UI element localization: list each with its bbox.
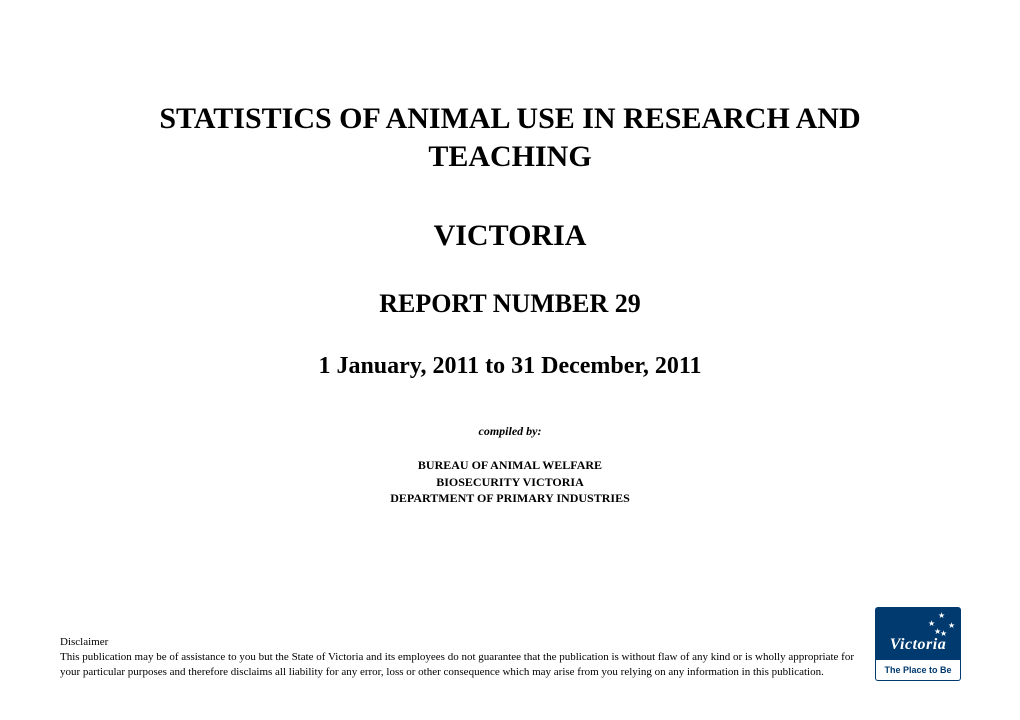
disclaimer-heading: Disclaimer [60,636,108,648]
date-range: 1 January, 2011 to 31 December, 2011 [60,353,960,380]
star-icon: ★ [934,628,941,636]
compiling-organisation: BUREAU OF ANIMAL WELFARE BIOSECURITY VIC… [60,457,960,507]
org-line-1: BUREAU OF ANIMAL WELFARE [418,458,602,472]
page: STATISTICS OF ANIMAL USE IN RESEARCH AND… [0,0,1020,720]
org-line-3: DEPARTMENT OF PRIMARY INDUSTRIES [390,491,630,505]
victoria-logo: ★★★★★ Victoria The Place to Be [876,608,960,680]
title-line-2: TEACHING [428,140,591,173]
title-line-1: STATISTICS OF ANIMAL USE IN RESEARCH AND [159,102,860,135]
region-heading: VICTORIA [60,219,960,253]
star-icon: ★ [948,622,955,630]
footer: Disclaimer This publication may be of as… [60,608,960,680]
disclaimer-body: This publication may be of assistance to… [60,651,854,678]
org-line-2: BIOSECURITY VICTORIA [436,475,584,489]
star-icon: ★ [938,612,945,620]
logo-tagline: The Place to Be [876,660,960,680]
report-number: REPORT NUMBER 29 [60,289,960,319]
logo-wordmark: Victoria [876,636,960,654]
disclaimer: Disclaimer This publication may be of as… [60,635,860,680]
compiled-by-label: compiled by: [60,424,960,439]
document-title: STATISTICS OF ANIMAL USE IN RESEARCH AND… [60,100,960,177]
